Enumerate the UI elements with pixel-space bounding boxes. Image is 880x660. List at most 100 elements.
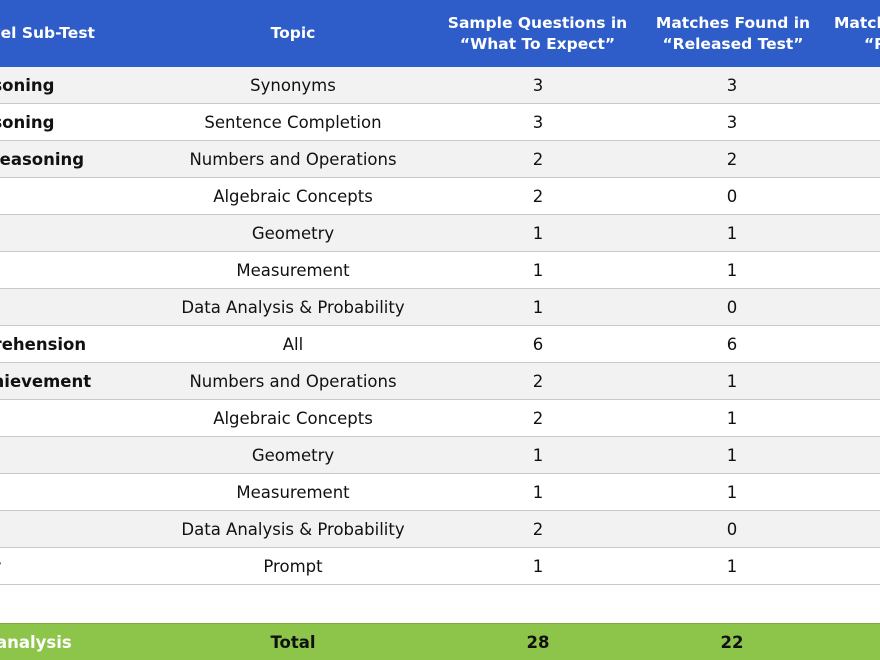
cell-sample-count-text: 1 [532,482,544,502]
cell-topic: Numbers and Operations [186,363,400,399]
cell-matches-count: 3 [694,67,770,103]
cell-matches-count: 0 [694,511,770,547]
cell-subtest [0,215,200,251]
total-matches: 22 [720,633,744,652]
table-row: Data Analysis & Probability 1 0 [0,289,880,326]
header-topic-label: Topic [270,24,316,42]
cell-matches-count-text: 1 [726,260,738,280]
cell-topic: Prompt [186,548,400,584]
cell-sample-count-text: 1 [532,223,544,243]
total-topic: Total [270,633,316,652]
cell-matches-count-text: 3 [726,75,738,95]
table-row: nprehension All 6 6 [0,326,880,363]
cell-matches-count-text: 6 [726,334,738,354]
cell-matches-count-text: 3 [726,112,738,132]
cell-topic: Algebraic Concepts [186,178,400,214]
cell-subtest [0,585,200,621]
cell-topic-text: Sentence Completion [204,112,382,132]
cell-subtest: easoning [0,104,200,140]
table-row: Measurement 1 1 [0,252,880,289]
cell-matches-count-text: 1 [726,482,738,502]
cell-topic [186,585,400,621]
cell-matches-count-text: 0 [726,519,738,539]
cell-matches-count-text: 2 [726,149,738,169]
cell-matches-count: 1 [694,548,770,584]
header-subtest-label: evel Sub-Test [0,24,95,42]
cell-matches-count-text: 0 [726,186,738,206]
total-label: analysis [0,633,72,652]
cell-topic: Measurement [186,474,400,510]
cell-sample-count: 1 [500,437,576,473]
cell-sample-count-text: 2 [532,149,544,169]
table-header: evel Sub-Test Topic Sample Questions in … [0,0,880,67]
cell-sample-count: 2 [500,400,576,436]
cell-sample-count: 1 [500,474,576,510]
cell-subtest: nprehension [0,326,200,362]
cell-sample-count: 3 [500,67,576,103]
cell-matches-count: 0 [694,289,770,325]
cell-subtest-text: e Reasoning [0,149,85,169]
table-row: easoning Synonyms 3 3 [0,67,880,104]
cell-topic-text: Algebraic Concepts [213,408,373,428]
cell-sample-count: 2 [500,511,576,547]
header-match-truncated: Match “R [834,0,880,67]
cell-topic: Algebraic Concepts [186,400,400,436]
cell-matches-count [694,585,770,621]
cell-sample-count: 3 [500,104,576,140]
cell-matches-count: 3 [694,104,770,140]
cell-sample-count: 1 [500,252,576,288]
cell-matches-count-text: 1 [726,371,738,391]
cell-matches-count: 2 [694,141,770,177]
cell-subtest-text: say [0,557,1,576]
table-row: Geometry 1 1 [0,437,880,474]
cell-topic: Geometry [186,215,400,251]
cell-topic-text: Data Analysis & Probability [181,519,405,539]
cell-subtest [0,511,200,547]
header-sample-line2: “What To Expect” [459,34,616,53]
cell-sample-count-text: 3 [532,75,544,95]
cell-subtest [0,400,200,436]
table-row: e Reasoning Numbers and Operations 2 2 [0,141,880,178]
cell-matches-count: 6 [694,326,770,362]
cell-matches-count-text: 0 [726,297,738,317]
cell-subtest: e Reasoning [0,141,200,177]
cell-subtest [0,437,200,473]
cell-subtest [0,474,200,510]
cell-matches-count-text: 1 [726,408,738,428]
cell-topic: Data Analysis & Probability [181,511,404,547]
cell-matches-count-text: 1 [726,445,738,465]
cell-topic-text: Prompt [263,556,323,576]
cell-sample-count: 6 [500,326,576,362]
header-sample-line1: Sample Questions in [447,13,628,32]
header-matches-line1: Matches Found in [655,13,811,32]
cell-subtest-text: easoning [0,112,55,132]
total-sample: 28 [526,633,550,652]
cell-matches-count: 1 [694,437,770,473]
cell-sample-count-text: 1 [532,260,544,280]
table-row: Geometry 1 1 [0,215,880,252]
cell-matches-count: 1 [694,400,770,436]
cell-matches-count: 1 [694,252,770,288]
cell-topic: All [186,326,400,362]
table-row: say Prompt 1 1 [0,548,880,585]
cell-sample-count-text: 3 [532,112,544,132]
cell-sample-count: 1 [500,548,576,584]
table-row: Algebraic Concepts 2 0 [0,178,880,215]
cell-subtest [0,178,200,214]
table-row: Algebraic Concepts 2 1 [0,400,880,437]
cell-topic-text: Data Analysis & Probability [181,297,405,317]
cell-matches-count-text: 1 [726,223,738,243]
cell-subtest [0,289,200,325]
header-match-line1: Match [834,13,880,32]
cell-matches-count: 0 [694,178,770,214]
cell-sample-count: 2 [500,363,576,399]
cell-topic-text: Algebraic Concepts [213,186,373,206]
cell-topic-text: Numbers and Operations [189,371,397,391]
table-row: Measurement 1 1 [0,474,880,511]
cell-sample-count: 2 [500,178,576,214]
cell-matches-count-text: 1 [726,556,738,576]
cell-matches-count: 1 [694,363,770,399]
cell-subtest-text: nprehension [0,334,87,354]
table-row: Achievement Numbers and Operations 2 1 [0,363,880,400]
cell-sample-count-text: 1 [532,445,544,465]
